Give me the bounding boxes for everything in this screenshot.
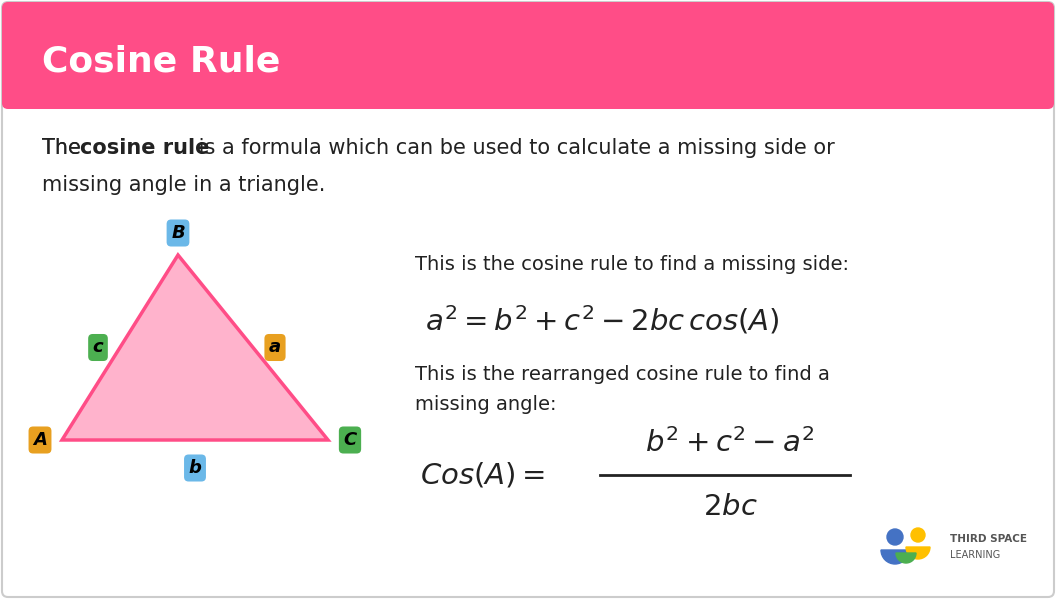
Text: c: c (93, 338, 103, 356)
Text: THIRD SPACE: THIRD SPACE (950, 534, 1027, 544)
Text: $a^2 = b^2 + c^2 - 2bc\,cos(A)$: $a^2 = b^2 + c^2 - 2bc\,cos(A)$ (425, 304, 779, 337)
Text: This is the cosine rule to find a missing side:: This is the cosine rule to find a missin… (415, 256, 849, 274)
Text: C: C (343, 431, 357, 449)
Text: The: The (42, 138, 88, 158)
Text: LEARNING: LEARNING (950, 550, 1000, 560)
Text: $Cos(A) = $: $Cos(A) = $ (420, 461, 545, 489)
Text: a: a (269, 338, 281, 356)
Polygon shape (62, 255, 328, 440)
Circle shape (911, 528, 925, 542)
Text: is a formula which can be used to calculate a missing side or: is a formula which can be used to calcul… (192, 138, 834, 158)
Text: $b^2 + c^2 - a^2$: $b^2 + c^2 - a^2$ (645, 428, 814, 458)
Text: missing angle:: missing angle: (415, 395, 557, 415)
Circle shape (887, 529, 903, 545)
Text: The: The (42, 138, 88, 158)
Text: This is the rearranged cosine rule to find a: This is the rearranged cosine rule to fi… (415, 365, 830, 385)
Text: Cosine Rule: Cosine Rule (42, 45, 281, 79)
FancyBboxPatch shape (2, 2, 1054, 109)
Text: missing angle in a triangle.: missing angle in a triangle. (42, 175, 325, 195)
Text: $2bc$: $2bc$ (702, 493, 757, 521)
Text: A: A (33, 431, 46, 449)
Wedge shape (881, 550, 909, 564)
Text: cosine rule: cosine rule (80, 138, 209, 158)
Wedge shape (906, 547, 930, 559)
Text: B: B (171, 224, 185, 242)
Text: b: b (189, 459, 202, 477)
Wedge shape (895, 553, 916, 563)
